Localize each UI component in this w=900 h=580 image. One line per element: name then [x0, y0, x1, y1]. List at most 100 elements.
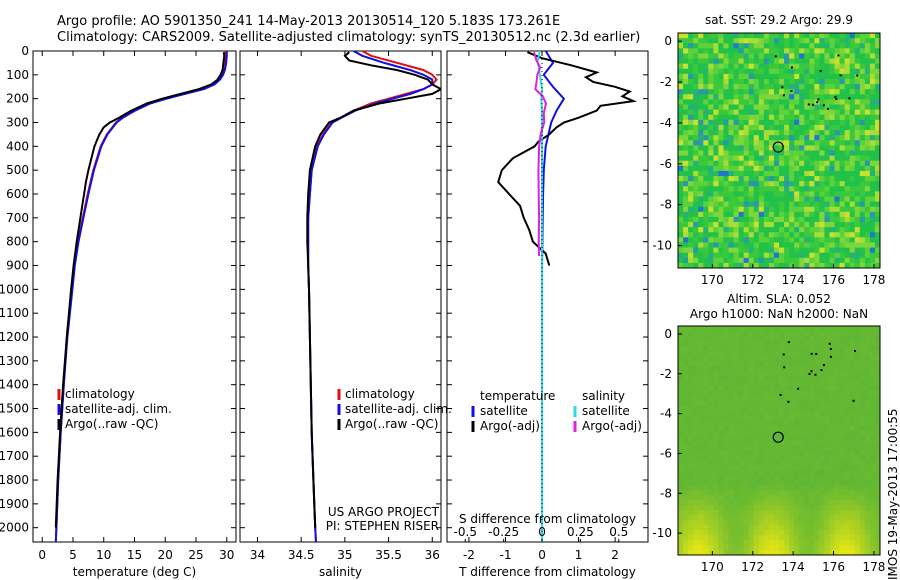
sst_map-cell: [874, 33, 881, 39]
sla_map-cell: [773, 370, 780, 377]
sst_map-cell: [819, 176, 825, 182]
sst_map-cell: [678, 68, 684, 75]
sst_map-cell: [799, 73, 805, 80]
sla_map-cell: [829, 500, 835, 506]
sla_map-cell: [713, 470, 719, 476]
sst_map-cell: [738, 48, 745, 54]
sla_map-cell: [723, 515, 729, 521]
sla_map-cell: [758, 460, 765, 466]
sst_map-cell: [678, 135, 684, 141]
sla_map-cell: [758, 385, 765, 392]
sla_map-cell: [839, 535, 846, 541]
sst_map-cell: [844, 191, 851, 197]
sst_map-cell: [733, 206, 739, 213]
sst_map-cell: [794, 242, 800, 248]
sla_map-cell: [864, 490, 871, 496]
sst_map-cell: [718, 196, 724, 202]
sst_map-cell: [733, 237, 739, 243]
sst_map-ytick-label: -10: [652, 239, 672, 253]
sla_map-float-marker: [772, 431, 784, 443]
sst_map-float-marker: [772, 141, 784, 153]
sst_map-cell: [678, 124, 684, 131]
sla_map-cell: [824, 400, 830, 407]
sst_map-cell: [874, 43, 881, 49]
sst_map-cell: [874, 196, 881, 202]
sst_map-cell: [854, 43, 861, 49]
sla_map-cell: [864, 365, 871, 372]
sst_map-cell: [859, 252, 866, 259]
sst_map-cell: [854, 170, 861, 177]
sst_map-cell: [758, 242, 765, 248]
sst_map-cell: [864, 104, 871, 111]
sst_map-cell: [693, 186, 699, 192]
sst_map-cell: [809, 227, 815, 233]
sst_map-cell: [678, 216, 684, 223]
sst_map-cell: [859, 181, 866, 187]
sst_map-cell: [799, 89, 805, 95]
sst_map-cell: [683, 227, 689, 233]
sla_map-cell: [713, 330, 719, 337]
sst_map-cell: [738, 216, 745, 223]
sst_map-cell: [809, 211, 815, 218]
sla_map-cell: [763, 535, 770, 541]
sla_map-cell: [824, 525, 830, 531]
sst_map-cell: [849, 99, 856, 105]
sla_map-cell: [753, 360, 760, 367]
sst_map-cell: [738, 257, 745, 264]
sst_map-cell: [743, 196, 750, 202]
sst_map-cell: [799, 43, 805, 49]
sst_map-cell: [678, 227, 684, 233]
sla_map-cell: [768, 400, 775, 407]
sst_map-cell: [728, 191, 734, 197]
sst_map-cell: [718, 124, 724, 131]
sst_map-cell: [753, 38, 760, 44]
sla_map-cell: [829, 520, 835, 526]
sla_map-cell: [854, 330, 861, 337]
sst_map-cell: [799, 99, 805, 105]
sla_map-cell: [819, 390, 825, 397]
sst_map-cell: [723, 104, 729, 111]
sst_map-cell: [844, 145, 851, 151]
sst_map-cell: [713, 68, 719, 75]
sst_map-cell: [693, 201, 699, 208]
sst_map-cell: [763, 114, 770, 121]
sst_map-cell: [849, 186, 856, 192]
depth-tick-label: 1400: [0, 378, 29, 392]
sst_map-cell: [753, 145, 760, 151]
sla_map-ytick-label: -4: [660, 407, 672, 421]
sla_map-cell: [773, 480, 780, 486]
sst_map-cell: [789, 43, 795, 49]
sst_map-cell: [794, 109, 800, 116]
sst_map-cell: [809, 58, 815, 65]
sst_map-cell: [683, 135, 689, 141]
sla_map-cell: [789, 530, 795, 536]
sla_map-cell: [738, 535, 745, 541]
sst_map-cell: [804, 160, 810, 167]
sst_map-cell: [773, 150, 780, 157]
sla_map-cell: [869, 420, 876, 426]
sla_map-cell: [703, 345, 709, 352]
sst_map-cell: [869, 48, 876, 54]
sst_map-cell: [753, 73, 760, 80]
sst_map-cell: [688, 232, 694, 238]
sst_map-cell: [814, 252, 820, 259]
sst_map-cell: [738, 104, 745, 111]
sst_map-cell: [758, 247, 765, 254]
sst_map-cell: [683, 63, 689, 70]
sla_map-cell: [758, 465, 765, 471]
sst_map-cell: [844, 211, 851, 218]
sst_map-cell: [688, 73, 694, 80]
sla_map-cell: [728, 435, 734, 441]
sst_map-cell: [809, 43, 815, 49]
sla_map-cell: [869, 330, 876, 337]
sla_map-cell: [839, 460, 846, 466]
difference-xtick-label: 2: [611, 548, 619, 562]
sst_map-cell: [683, 191, 689, 197]
sst_map-cell: [844, 119, 851, 126]
sla_map-cell: [799, 445, 805, 451]
sla_map-cell: [874, 390, 881, 397]
sst_map-cell: [874, 119, 881, 126]
sla_map-cell: [773, 335, 780, 342]
sst_map-cell: [743, 206, 750, 213]
sst_map-cell: [683, 48, 689, 54]
